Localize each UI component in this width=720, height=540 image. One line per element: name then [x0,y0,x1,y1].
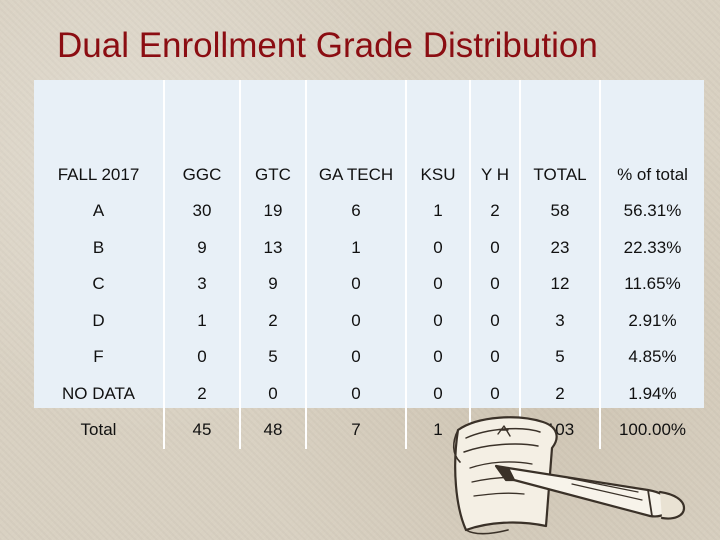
header-ksu: KSU [406,80,471,193]
table-row: F 0 5 0 0 0 5 4.85% [34,339,704,376]
table-cell: 0 [470,339,521,376]
table-cell: 6 [306,193,407,230]
table-cell: 9 [164,229,241,266]
table-cell: 3 [164,266,241,303]
table-cell: 0 [406,266,471,303]
table-cell: 1.94% [628,383,677,403]
table-cell: 30 [164,193,241,230]
table-cell: 0 [240,375,307,412]
table-row: D 1 2 0 0 0 3 2.91% [34,302,704,339]
table-row: NO DATA 2 0 0 0 0 2 1.94% [34,375,704,412]
header-ggc: GGC [164,80,241,193]
table-cell: 0 [470,302,521,339]
paper-and-pen-icon [452,416,686,535]
table-cell: 4.85% [628,347,677,367]
table-cell: F [34,339,165,376]
table-cell: 5 [240,339,307,376]
table-cell: 0 [406,339,471,376]
table-cell: 12 [520,266,601,303]
table-cell: 0 [164,339,241,376]
table-row: C 3 9 0 0 0 12 11.65% [34,266,704,303]
table-cell: 0 [470,375,521,412]
table-cell: 58 [520,193,601,230]
table-cell: 0 [306,339,407,376]
table-cell: 9 [240,266,307,303]
table-cell: 11.65% [624,274,681,294]
header-ga-tech: GA TECH [306,80,407,193]
table-cell: 0 [306,302,407,339]
header-term: FALL 2017 [34,80,165,193]
table-cell: 2 [240,302,307,339]
table-cell: 7 [306,412,407,449]
header-gtc: GTC [240,80,307,193]
table-cell: 0 [306,266,407,303]
page-title: Dual Enrollment Grade Distribution [57,26,598,65]
table-cell: 2 [164,375,241,412]
grade-distribution-table: FALL 2017 GGC GTC GA TECH KSU Y H TOTAL … [34,80,704,449]
table-cell: B [34,229,165,266]
header-percent: % of total [617,165,688,184]
table-cell: 48 [240,412,307,449]
table-cell: NO DATA [34,375,165,412]
table-cell: 2 [470,193,521,230]
table-cell: C [34,266,165,303]
table-cell: 56.31% [623,201,682,221]
table-cell: 2 [520,375,601,412]
table-cell: 0 [470,266,521,303]
table-cell: Total [34,412,165,449]
table-cell: 22.33% [623,237,682,257]
table-cell: 1 [164,302,241,339]
table-cell: 19 [240,193,307,230]
table-cell: 13 [240,229,307,266]
table-cell: 0 [406,229,471,266]
table-cell: 0 [406,375,471,412]
table-cell: 1 [306,229,407,266]
table-cell: 5 [520,339,601,376]
grade-table-container: FALL 2017 GGC GTC GA TECH KSU Y H TOTAL … [34,80,704,449]
table-cell: 0 [470,229,521,266]
table-cell: D [34,302,165,339]
table-cell: 23 [520,229,601,266]
header-yh: Y H [470,80,521,193]
table-row: A 30 19 6 1 2 58 56.31% [34,193,704,230]
table-cell: 45 [164,412,241,449]
header-total: TOTAL [520,80,601,193]
table-cell: 2.91% [628,310,677,330]
table-cell: 3 [520,302,601,339]
table-header-row: FALL 2017 GGC GTC GA TECH KSU Y H TOTAL … [34,80,704,193]
table-cell: A [34,193,165,230]
table-cell: 100.00% [618,420,687,440]
table-cell: 0 [406,302,471,339]
table-row: B 9 13 1 0 0 23 22.33% [34,229,704,266]
table-cell: 1 [406,193,471,230]
table-cell: 0 [306,375,407,412]
